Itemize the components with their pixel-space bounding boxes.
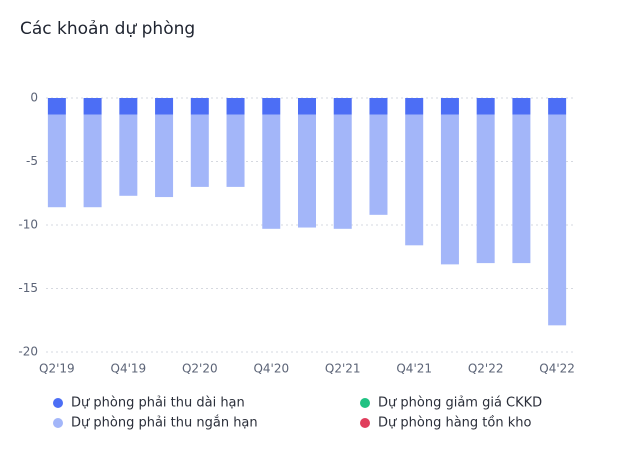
x-tick-label: Q4'22 [539, 362, 575, 376]
bar-segment [226, 98, 245, 115]
y-tick-label: -10 [18, 218, 38, 232]
bar-segment [190, 98, 209, 115]
bar-segment [262, 114, 281, 229]
legend-label: Dự phòng phải thu ngắn hạn [71, 416, 258, 431]
bar-segment [476, 114, 495, 264]
legend-label: Dự phòng giảm giá CKKD [378, 396, 542, 411]
legend-marker [360, 418, 370, 428]
bar-segment [155, 114, 174, 198]
bar-segment [119, 114, 138, 196]
bar-segment [369, 98, 388, 115]
x-tick-label: Q2'19 [39, 362, 75, 376]
y-tick-label: 0 [30, 91, 38, 105]
bar-segment [190, 114, 209, 187]
bar-segment [83, 114, 102, 208]
bar-segment [405, 114, 424, 246]
x-tick-label: Q2'21 [325, 362, 361, 376]
chart-title: Các khoản dự phòng [20, 19, 195, 39]
bar-segment [512, 114, 531, 264]
bar-segment [512, 98, 531, 115]
bar-segment [155, 98, 174, 115]
legend-marker [53, 418, 63, 428]
y-tick-label: -5 [26, 154, 38, 168]
y-tick-label: -15 [18, 281, 38, 295]
bar-segment [119, 98, 138, 115]
legend-marker [360, 398, 370, 408]
bar-segment [405, 98, 424, 115]
legend-label: Dự phòng phải thu dài hạn [71, 396, 245, 411]
x-tick-label: Q4'19 [111, 362, 147, 376]
x-tick-label: Q2'20 [182, 362, 218, 376]
x-tick-label: Q4'20 [253, 362, 289, 376]
bar-segment [440, 98, 459, 115]
bar-segment [548, 98, 567, 115]
y-tick-label: -20 [18, 345, 38, 359]
bar-segment [262, 98, 281, 115]
bar-segment [298, 98, 316, 115]
bar-segment [47, 98, 66, 115]
bar-segment [440, 114, 459, 265]
bar-segment [226, 114, 245, 187]
bar-segment [47, 114, 66, 208]
x-tick-label: Q2'22 [468, 362, 504, 376]
bar-segment [548, 114, 567, 326]
x-tick-label: Q4'21 [396, 362, 432, 376]
bar-segment [476, 98, 495, 115]
bar-segment [333, 114, 352, 229]
bar-segment [369, 114, 388, 215]
bar-segment [333, 98, 352, 115]
bar-segment [298, 114, 316, 228]
legend-label: Dự phòng hàng tồn kho [378, 416, 531, 431]
bar-segment [83, 98, 102, 115]
legend-marker [53, 398, 63, 408]
